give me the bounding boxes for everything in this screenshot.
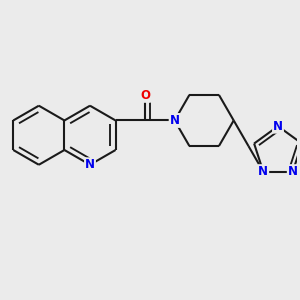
Text: O: O [140,89,150,102]
Text: N: N [169,114,180,127]
Text: N: N [85,158,95,171]
Text: N: N [288,165,298,178]
Text: N: N [258,165,268,178]
Text: N: N [273,120,283,133]
